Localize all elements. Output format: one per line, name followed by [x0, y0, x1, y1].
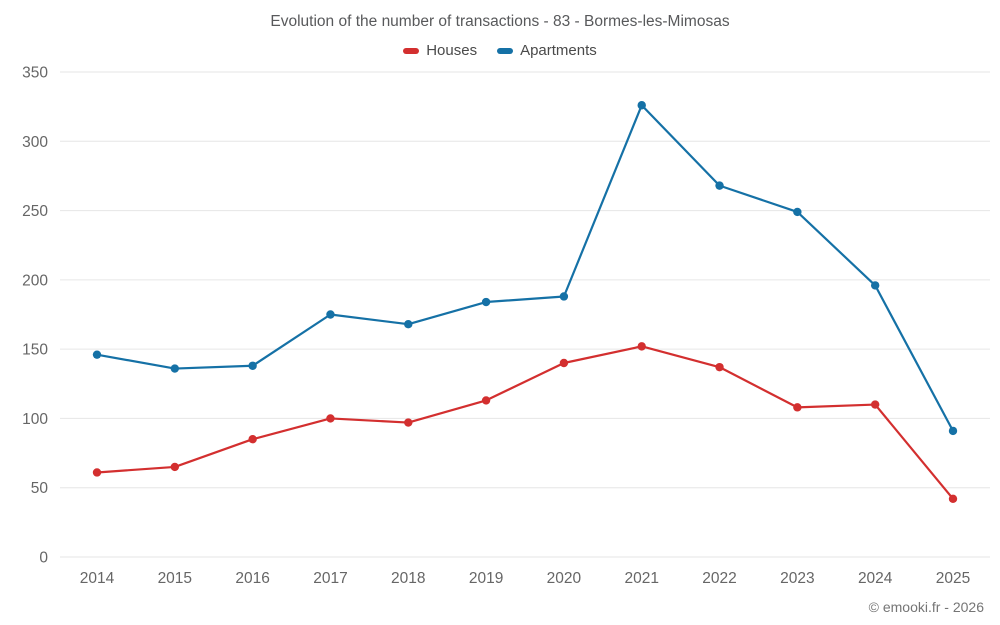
svg-text:2021: 2021: [624, 570, 658, 587]
svg-text:50: 50: [31, 480, 49, 497]
apartments-series-marker-icon: [497, 47, 514, 54]
copyright-footer: © emooki.fr - 2026: [868, 599, 984, 615]
svg-text:2016: 2016: [235, 570, 269, 587]
svg-text:2023: 2023: [780, 570, 814, 587]
legend-label-houses: Houses: [426, 42, 478, 59]
svg-text:2025: 2025: [936, 570, 970, 587]
svg-text:2015: 2015: [158, 570, 192, 587]
svg-text:2020: 2020: [547, 570, 582, 587]
legend-item-apartments[interactable]: Apartments: [497, 42, 597, 59]
svg-text:2024: 2024: [858, 570, 893, 587]
svg-text:350: 350: [22, 65, 48, 82]
svg-text:0: 0: [39, 550, 48, 567]
houses-series-marker-icon: [403, 47, 420, 54]
line-chart: 0 50 100 150 200 250 300 350 2014 2015 2016 2017 201…: [22, 65, 990, 587]
svg-text:200: 200: [22, 272, 48, 289]
svg-text:2018: 2018: [391, 570, 425, 587]
svg-text:250: 250: [22, 203, 48, 220]
svg-text:2022: 2022: [702, 570, 736, 587]
svg-text:150: 150: [22, 342, 48, 359]
legend-label-apartments: Apartments: [520, 42, 597, 59]
legend-item-houses[interactable]: Houses: [403, 42, 477, 59]
svg-text:100: 100: [22, 411, 48, 428]
svg-text:2017: 2017: [313, 570, 347, 587]
svg-text:300: 300: [22, 134, 48, 151]
chart-title: Evolution of the number of transactions …: [270, 13, 730, 30]
svg-text:2019: 2019: [469, 570, 503, 587]
svg-text:2014: 2014: [80, 570, 115, 587]
chart-legend: Houses Apartments: [0, 42, 1000, 59]
